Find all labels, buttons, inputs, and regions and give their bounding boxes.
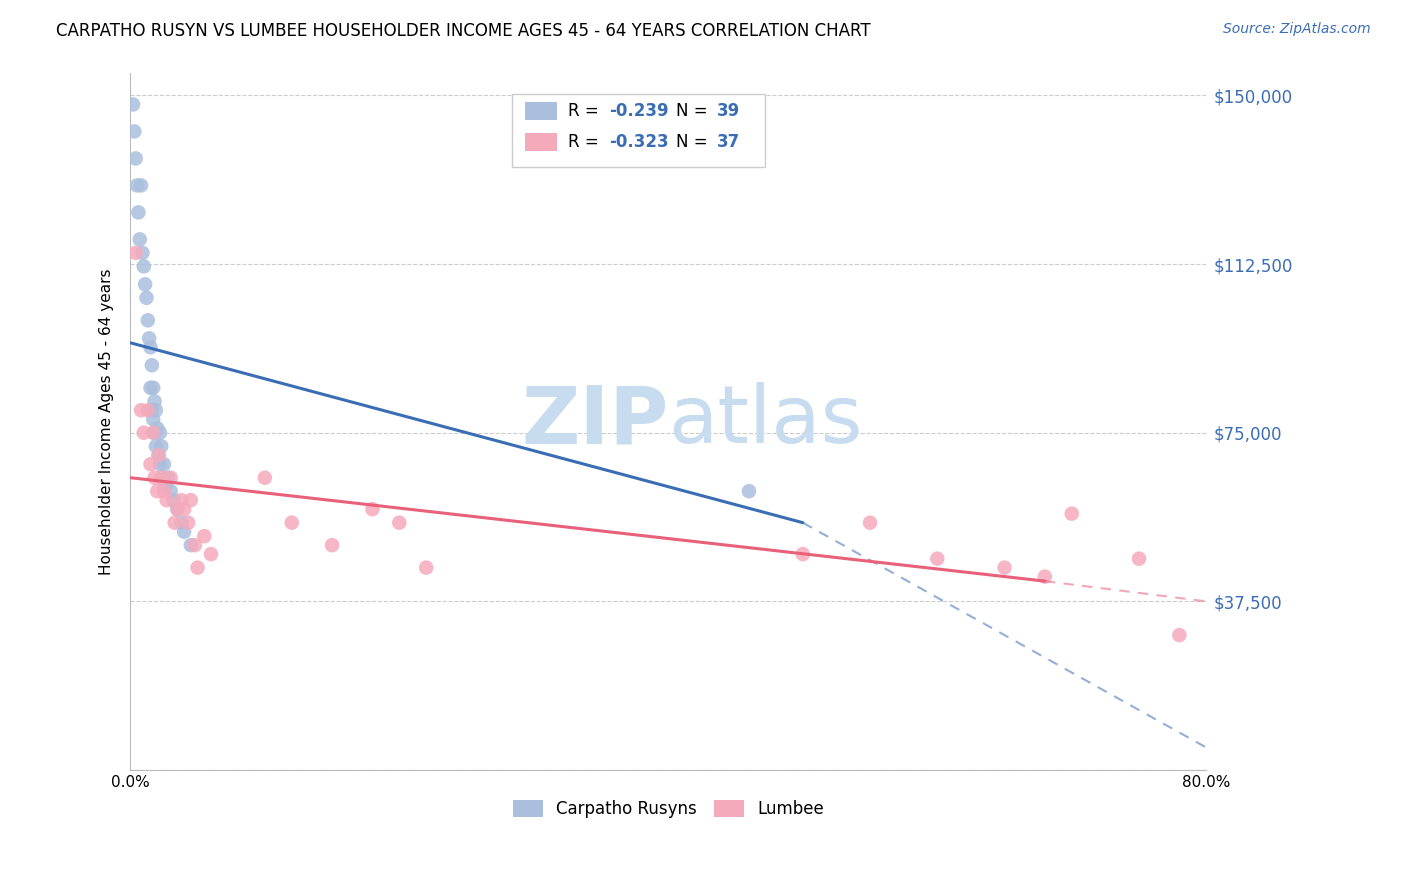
Point (1060, 507, 1083, 521)
Point (253, 471, 276, 485)
Text: 39: 39 (717, 103, 740, 120)
Text: -0.239: -0.239 (609, 103, 669, 120)
Point (138, 331, 160, 345)
Point (143, 425, 166, 440)
Point (184, 538, 207, 552)
Point (156, 493, 179, 508)
Point (125, 152, 148, 166)
Point (136, 403, 159, 417)
Point (143, 471, 166, 485)
Point (125, 245, 148, 260)
Text: R =: R = (568, 103, 605, 120)
Point (129, 403, 152, 417)
Point (136, 313, 159, 327)
Point (132, 425, 155, 440)
Text: R =: R = (568, 133, 605, 151)
Text: Source: ZipAtlas.com: Source: ZipAtlas.com (1223, 22, 1371, 37)
Point (173, 502, 195, 516)
Point (166, 502, 188, 516)
Point (156, 471, 179, 485)
Point (361, 502, 384, 516)
Point (149, 425, 172, 440)
Point (321, 538, 343, 552)
Point (180, 493, 202, 508)
Y-axis label: Householder Income Ages 45 - 64 years: Householder Income Ages 45 - 64 years (100, 268, 114, 574)
Point (187, 560, 209, 574)
Point (142, 425, 165, 440)
Point (166, 502, 188, 516)
Point (125, 178, 148, 193)
Point (135, 291, 157, 305)
Text: 37: 37 (717, 133, 740, 151)
Point (155, 480, 177, 494)
Point (145, 439, 167, 453)
Text: CARPATHO RUSYN VS LUMBEE HOUSEHOLDER INCOME AGES 45 - 64 YEARS CORRELATION CHART: CARPATHO RUSYN VS LUMBEE HOUSEHOLDER INC… (56, 22, 870, 40)
Point (124, 124, 146, 138)
Point (163, 516, 186, 530)
Point (143, 394, 166, 409)
Point (139, 340, 162, 354)
Point (141, 403, 163, 417)
Point (792, 547, 814, 561)
Point (193, 529, 215, 543)
Point (1168, 628, 1191, 642)
Point (927, 551, 949, 566)
Point (162, 493, 184, 508)
Point (170, 493, 193, 508)
Point (159, 484, 181, 499)
Text: -0.323: -0.323 (609, 133, 669, 151)
Point (122, 97, 145, 112)
Point (142, 381, 165, 395)
Point (150, 439, 173, 453)
Point (1128, 551, 1150, 566)
Point (139, 457, 162, 471)
Point (280, 516, 302, 530)
Point (128, 232, 150, 246)
Point (148, 448, 170, 462)
Point (131, 245, 153, 260)
Point (415, 560, 437, 574)
Point (388, 516, 411, 530)
Point (127, 205, 149, 219)
Point (148, 448, 170, 462)
Point (1033, 569, 1056, 583)
Point (180, 538, 202, 552)
Point (152, 471, 174, 485)
Text: atlas: atlas (668, 383, 863, 460)
Point (150, 471, 173, 485)
Point (139, 381, 162, 395)
Point (159, 471, 181, 485)
Point (738, 484, 761, 499)
Point (134, 277, 156, 292)
Point (141, 359, 163, 373)
Point (145, 403, 167, 417)
Bar (512, 94, 765, 167)
Point (177, 516, 200, 530)
Point (129, 178, 152, 193)
Point (146, 421, 169, 435)
Point (146, 484, 169, 499)
Point (200, 547, 222, 561)
Point (149, 457, 172, 471)
Point (132, 260, 155, 274)
Point (170, 516, 193, 530)
Text: ZIP: ZIP (522, 383, 668, 460)
Point (153, 457, 176, 471)
Point (173, 524, 195, 539)
Point (859, 516, 882, 530)
Point (142, 412, 165, 426)
Text: N =: N = (676, 103, 713, 120)
Point (993, 560, 1015, 574)
Legend: Carpatho Rusyns, Lumbee: Carpatho Rusyns, Lumbee (506, 793, 831, 824)
Bar (526, 133, 557, 151)
Point (153, 484, 176, 499)
Bar (526, 103, 557, 120)
Text: N =: N = (676, 133, 713, 151)
